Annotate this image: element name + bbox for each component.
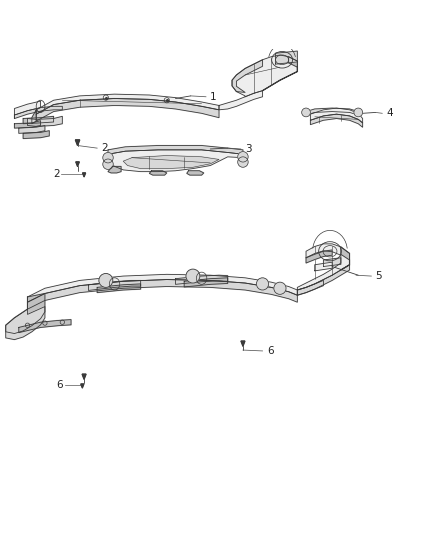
Polygon shape (28, 274, 297, 302)
Polygon shape (14, 107, 62, 118)
Polygon shape (306, 250, 332, 263)
Circle shape (302, 108, 311, 117)
Text: 1: 1 (210, 92, 217, 102)
Polygon shape (81, 384, 84, 388)
Polygon shape (88, 280, 141, 290)
Polygon shape (28, 279, 297, 309)
Circle shape (186, 269, 200, 283)
Polygon shape (315, 262, 332, 271)
Polygon shape (19, 125, 45, 133)
Polygon shape (36, 99, 219, 121)
Polygon shape (297, 244, 350, 290)
Circle shape (354, 108, 363, 117)
Text: 4: 4 (387, 108, 393, 118)
Circle shape (274, 282, 286, 294)
Polygon shape (297, 265, 350, 295)
Text: 2: 2 (102, 143, 108, 153)
Polygon shape (276, 51, 297, 64)
Polygon shape (108, 146, 243, 154)
Polygon shape (123, 156, 219, 168)
Polygon shape (108, 150, 243, 172)
Polygon shape (108, 166, 121, 173)
Polygon shape (311, 114, 363, 127)
Circle shape (238, 157, 248, 167)
Polygon shape (14, 101, 41, 118)
Polygon shape (6, 306, 45, 340)
Polygon shape (187, 171, 204, 175)
Polygon shape (219, 91, 262, 110)
Polygon shape (241, 341, 245, 346)
Polygon shape (176, 275, 228, 284)
Text: 5: 5 (376, 271, 382, 281)
Polygon shape (262, 56, 297, 91)
Polygon shape (19, 320, 71, 333)
Polygon shape (306, 108, 358, 115)
Circle shape (238, 151, 248, 162)
Polygon shape (6, 294, 45, 334)
Text: 2: 2 (53, 169, 60, 179)
Polygon shape (82, 173, 85, 177)
Text: 3: 3 (245, 144, 252, 154)
Polygon shape (76, 162, 79, 166)
Polygon shape (297, 280, 323, 295)
Polygon shape (28, 116, 62, 126)
Polygon shape (341, 247, 350, 270)
Circle shape (99, 273, 113, 287)
Polygon shape (97, 284, 141, 293)
Circle shape (103, 152, 113, 163)
Polygon shape (232, 60, 262, 92)
Polygon shape (14, 120, 41, 128)
Polygon shape (23, 116, 53, 124)
Polygon shape (149, 171, 167, 175)
Circle shape (256, 278, 268, 290)
Polygon shape (323, 258, 341, 266)
Polygon shape (311, 108, 363, 123)
Circle shape (103, 159, 113, 169)
Polygon shape (32, 110, 36, 124)
Polygon shape (184, 278, 228, 287)
Polygon shape (232, 55, 297, 97)
Polygon shape (23, 131, 49, 139)
Polygon shape (82, 374, 86, 379)
Polygon shape (75, 140, 80, 146)
Text: 6: 6 (267, 346, 273, 356)
Text: 6: 6 (56, 380, 63, 390)
Polygon shape (36, 94, 219, 114)
